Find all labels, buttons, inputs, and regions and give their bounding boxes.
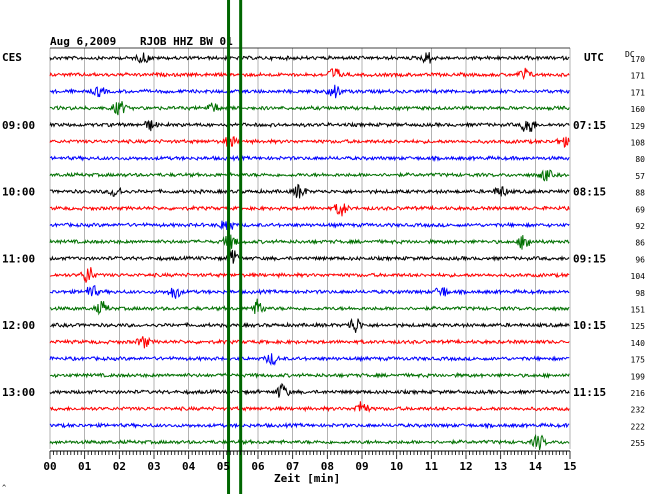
dc-offset-label: 151 — [631, 306, 646, 315]
trace-2 — [49, 67, 570, 81]
dc-offset-label: 160 — [631, 105, 646, 114]
right-time-label: 08:15 — [573, 186, 606, 199]
left-hour-label: 12:00 — [2, 319, 35, 332]
trace-10 — [49, 203, 570, 217]
dc-offset-label: 129 — [631, 122, 646, 131]
x-tick-label: 09 — [355, 460, 368, 473]
right-timezone-label: UTC — [584, 51, 604, 64]
trace-11 — [49, 219, 570, 231]
dc-offset-labels: 170 171 171 160 129 108 80 57 88 69 92 86 96 104 98 151… — [631, 55, 646, 448]
x-tick-label: 15 — [563, 460, 576, 473]
right-time-label: 11:15 — [573, 386, 606, 399]
left-hour-labels: 09:00 10:00 11:00 12:00 13:00 — [2, 119, 35, 399]
trace-19 — [49, 353, 570, 366]
trace-4 — [49, 101, 570, 116]
dc-offset-label: 199 — [631, 372, 646, 381]
x-tick-label: 03 — [147, 460, 160, 473]
right-time-label: 09:15 — [573, 252, 606, 265]
dc-column-label: DC — [625, 50, 635, 59]
seismic-traces — [49, 52, 570, 451]
x-tick-label: 07 — [286, 460, 299, 473]
trace-1 — [49, 52, 570, 64]
dc-offset-label: 222 — [631, 422, 646, 431]
dc-offset-label: 69 — [635, 205, 645, 214]
trace-8 — [49, 169, 570, 182]
dc-offset-label: 125 — [631, 322, 646, 331]
trace-16 — [49, 298, 570, 316]
trace-22 — [49, 401, 570, 413]
dc-offset-label: 86 — [635, 239, 645, 248]
x-tick-label: 06 — [251, 460, 265, 473]
dc-offset-label: 96 — [635, 255, 645, 264]
x-axis-label: Zeit [min] — [274, 472, 340, 485]
dc-offset-label: 175 — [631, 356, 646, 365]
x-tick-label: 13 — [494, 460, 507, 473]
trace-24 — [49, 434, 570, 451]
time-gridlines — [49, 47, 571, 449]
event-marker-lines — [227, 0, 243, 494]
trace-5 — [49, 119, 570, 132]
trace-15 — [49, 285, 570, 299]
trace-23 — [49, 421, 570, 430]
trace-17 — [49, 317, 570, 333]
dc-offset-label: 98 — [635, 289, 645, 298]
dc-offset-label: 140 — [631, 339, 646, 348]
x-tick-label: 02 — [113, 460, 126, 473]
trace-7 — [49, 154, 570, 163]
dc-offset-label: 108 — [631, 139, 646, 148]
dc-offset-label: 232 — [631, 406, 646, 415]
dc-offset-label: 171 — [631, 72, 646, 81]
trace-3 — [49, 84, 570, 99]
x-tick-label: 11 — [425, 460, 439, 473]
dc-offset-label: 171 — [631, 88, 646, 97]
left-hour-label: 09:00 — [2, 119, 35, 132]
x-tick-label: 10 — [390, 460, 403, 473]
dc-offset-label: 216 — [631, 389, 646, 398]
x-axis: 00 01 02 03 04 05 06 07 08 09 10 11 12 13 14 15 — [43, 450, 577, 473]
x-tick-label: 04 — [182, 460, 196, 473]
dc-offset-label: 57 — [635, 172, 645, 181]
trace-14 — [49, 267, 570, 283]
trace-9 — [49, 183, 570, 199]
trace-6 — [49, 136, 570, 148]
header-date: Aug 6,2009 — [50, 35, 116, 48]
left-hour-label: 11:00 — [2, 252, 35, 265]
header-station: RJOB HHZ BW 01 — [140, 35, 233, 48]
dc-offset-label: 255 — [631, 439, 646, 448]
trace-21 — [49, 382, 570, 398]
dc-offset-label: 92 — [635, 222, 645, 231]
dc-offset-label: 104 — [631, 272, 646, 281]
dc-offset-label: 80 — [635, 155, 645, 164]
dc-offset-label: 88 — [635, 189, 645, 198]
left-hour-label: 10:00 — [2, 186, 35, 199]
x-tick-label: 14 — [529, 460, 543, 473]
dc-offset-label: 170 — [631, 55, 646, 64]
right-time-labels: 07:15 08:15 09:15 10:15 11:15 — [573, 119, 606, 399]
footer-mark: ^ — [2, 484, 6, 492]
right-time-label: 07:15 — [573, 119, 606, 132]
x-tick-label: 01 — [78, 460, 92, 473]
trace-20 — [49, 371, 570, 379]
left-timezone-label: CES — [2, 51, 22, 64]
trace-12 — [49, 231, 570, 252]
x-tick-label: 05 — [217, 460, 230, 473]
right-time-label: 10:15 — [573, 319, 606, 332]
trace-18 — [49, 336, 570, 349]
left-hour-label: 13:00 — [2, 386, 35, 399]
x-tick-label: 00 — [43, 460, 56, 473]
x-tick-label: 12 — [459, 460, 472, 473]
trace-13 — [49, 249, 570, 264]
x-tick-label: 08 — [321, 460, 334, 473]
